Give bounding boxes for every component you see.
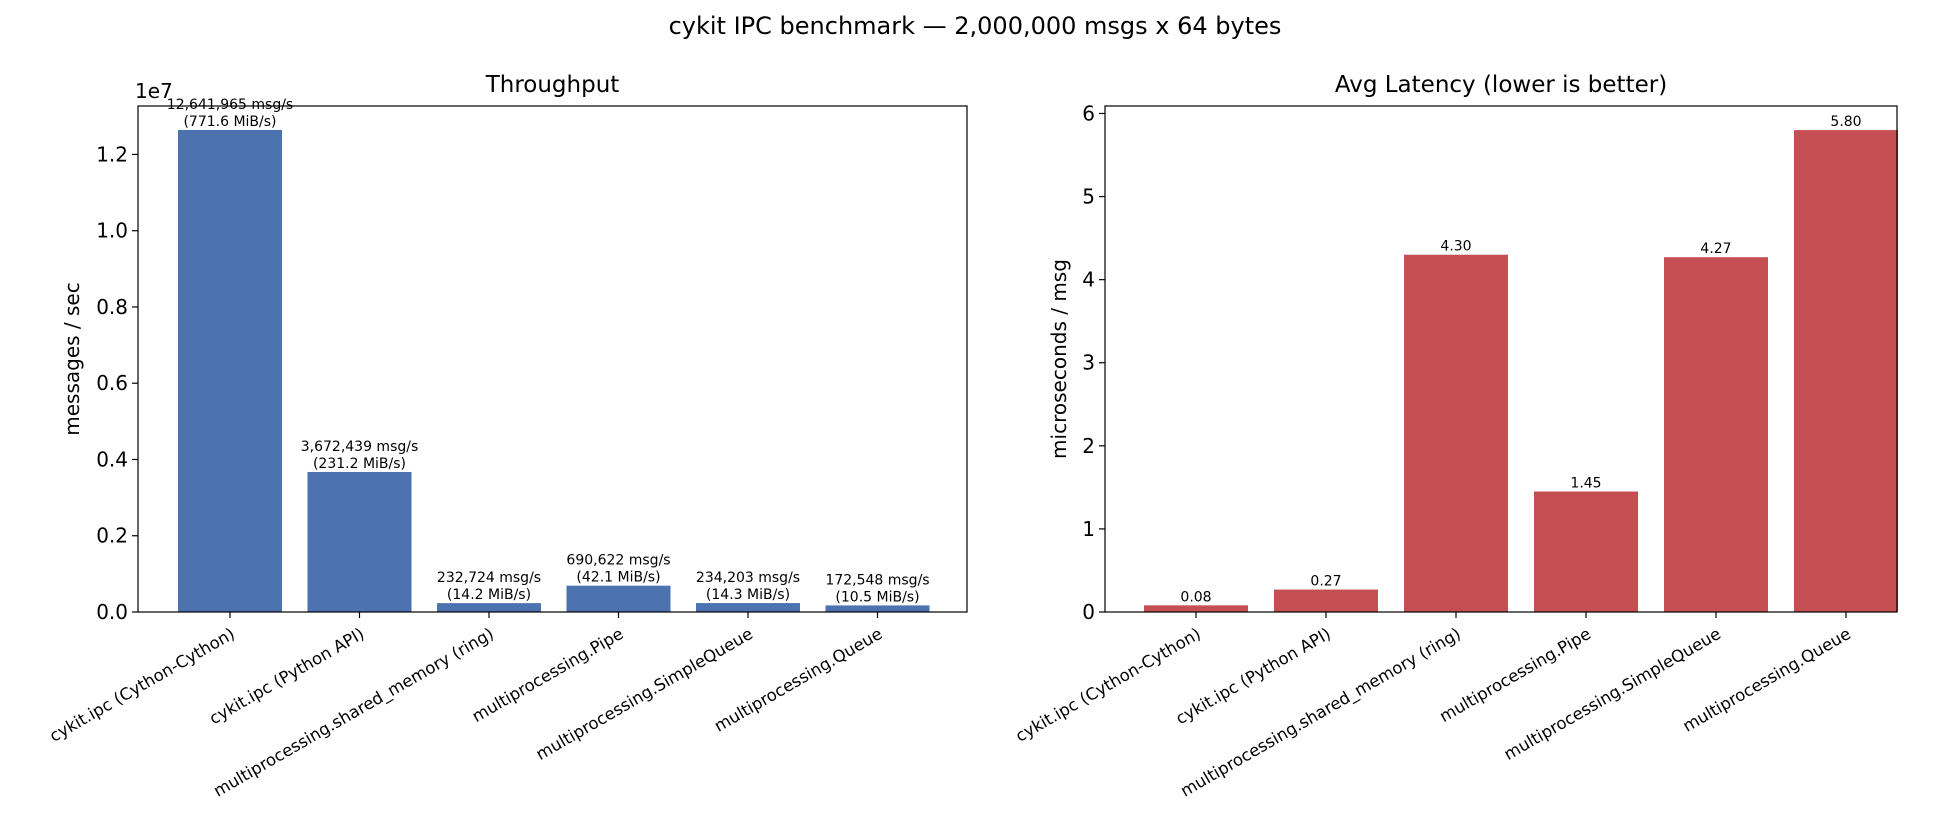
x-tick-label: multiprocessing.SimpleQueue — [533, 624, 756, 764]
bar-data-label: 3,672,439 msg/s — [301, 439, 419, 455]
bar-data-label: 12,641,965 msg/s — [167, 97, 293, 113]
bar-data-label: 4.27 — [1700, 241, 1731, 257]
y-tick-label: 1 — [1082, 517, 1095, 541]
bar-data-label: 232,724 msg/s — [437, 570, 541, 586]
chart-title: Throughput — [485, 72, 620, 98]
y-axis-label: microseconds / msg — [1047, 259, 1071, 459]
y-tick-label: 6 — [1082, 101, 1095, 125]
bar — [1274, 589, 1378, 612]
bar-data-label: 172,548 msg/s — [825, 572, 929, 588]
bar-data-label: (14.3 MiB/s) — [706, 587, 790, 603]
y-tick-label: 4 — [1082, 268, 1095, 292]
bar — [696, 603, 800, 612]
bar-data-label: 234,203 msg/s — [696, 570, 800, 586]
x-tick-label: multiprocessing.shared_memory (ring) — [1177, 624, 1464, 801]
bar — [307, 471, 412, 612]
bar — [1144, 605, 1248, 612]
chart-title: Avg Latency (lower is better) — [1335, 72, 1667, 98]
bar — [1534, 491, 1638, 612]
bar-data-label: 0.08 — [1180, 589, 1211, 605]
latency-chart: Avg Latency (lower is better) microsecond… — [1012, 72, 1898, 801]
y-axis-label: messages / sec — [60, 282, 84, 435]
plot-frame — [137, 105, 968, 613]
bar-data-label: 4.30 — [1440, 239, 1471, 255]
bar — [437, 603, 541, 612]
bar-data-label: 0.27 — [1310, 574, 1341, 590]
x-tick-label: multiprocessing.SimpleQueue — [1501, 624, 1724, 764]
bar — [1664, 257, 1768, 612]
bar — [1404, 254, 1508, 613]
y-tick-label: 5 — [1082, 185, 1095, 209]
bar-data-label: (14.2 MiB/s) — [447, 587, 531, 603]
y-tick-label: 1.0 — [96, 219, 128, 243]
y-tick-label: 0.2 — [96, 524, 128, 548]
bar — [566, 585, 671, 612]
y-tick-label: 3 — [1082, 351, 1095, 375]
bar-data-label: (42.1 MiB/s) — [576, 570, 660, 586]
y-tick-label: 1.2 — [96, 142, 128, 166]
bar-data-label: (231.2 MiB/s) — [313, 456, 406, 472]
throughput-chart: Throughput messages / sec 1e7 0.0 0.2 0.4 0.6 0… — [46, 72, 968, 801]
bar-data-label: 5.80 — [1830, 114, 1861, 130]
figure-title: cykit IPC benchmark — 2,000,000 msgs x 6… — [669, 12, 1282, 40]
y-tick-label: 0.6 — [96, 371, 128, 395]
plot-frame — [1104, 105, 1898, 613]
y-tick-label: 0.0 — [96, 600, 128, 624]
bar-data-label: (771.6 MiB/s) — [183, 114, 276, 130]
x-tick-label: cykit.ipc (Cython-Cython) — [1012, 624, 1204, 746]
y-tick-label: 2 — [1082, 434, 1095, 458]
bar — [178, 129, 282, 612]
x-tick-label: cykit.ipc (Cython-Cython) — [46, 624, 238, 746]
bar-data-label: (10.5 MiB/s) — [835, 589, 919, 605]
x-tick-label: multiprocessing.shared_memory (ring) — [210, 624, 497, 801]
y-axis-offset-text: 1e7 — [135, 79, 173, 103]
bar — [1794, 130, 1898, 612]
bar-data-label: 690,622 msg/s — [566, 553, 670, 569]
y-tick-label: 0.8 — [96, 295, 128, 319]
bar-data-label: 1.45 — [1570, 476, 1601, 492]
bar — [825, 605, 930, 612]
y-tick-label: 0 — [1082, 600, 1095, 624]
y-tick-label: 0.4 — [96, 447, 128, 471]
